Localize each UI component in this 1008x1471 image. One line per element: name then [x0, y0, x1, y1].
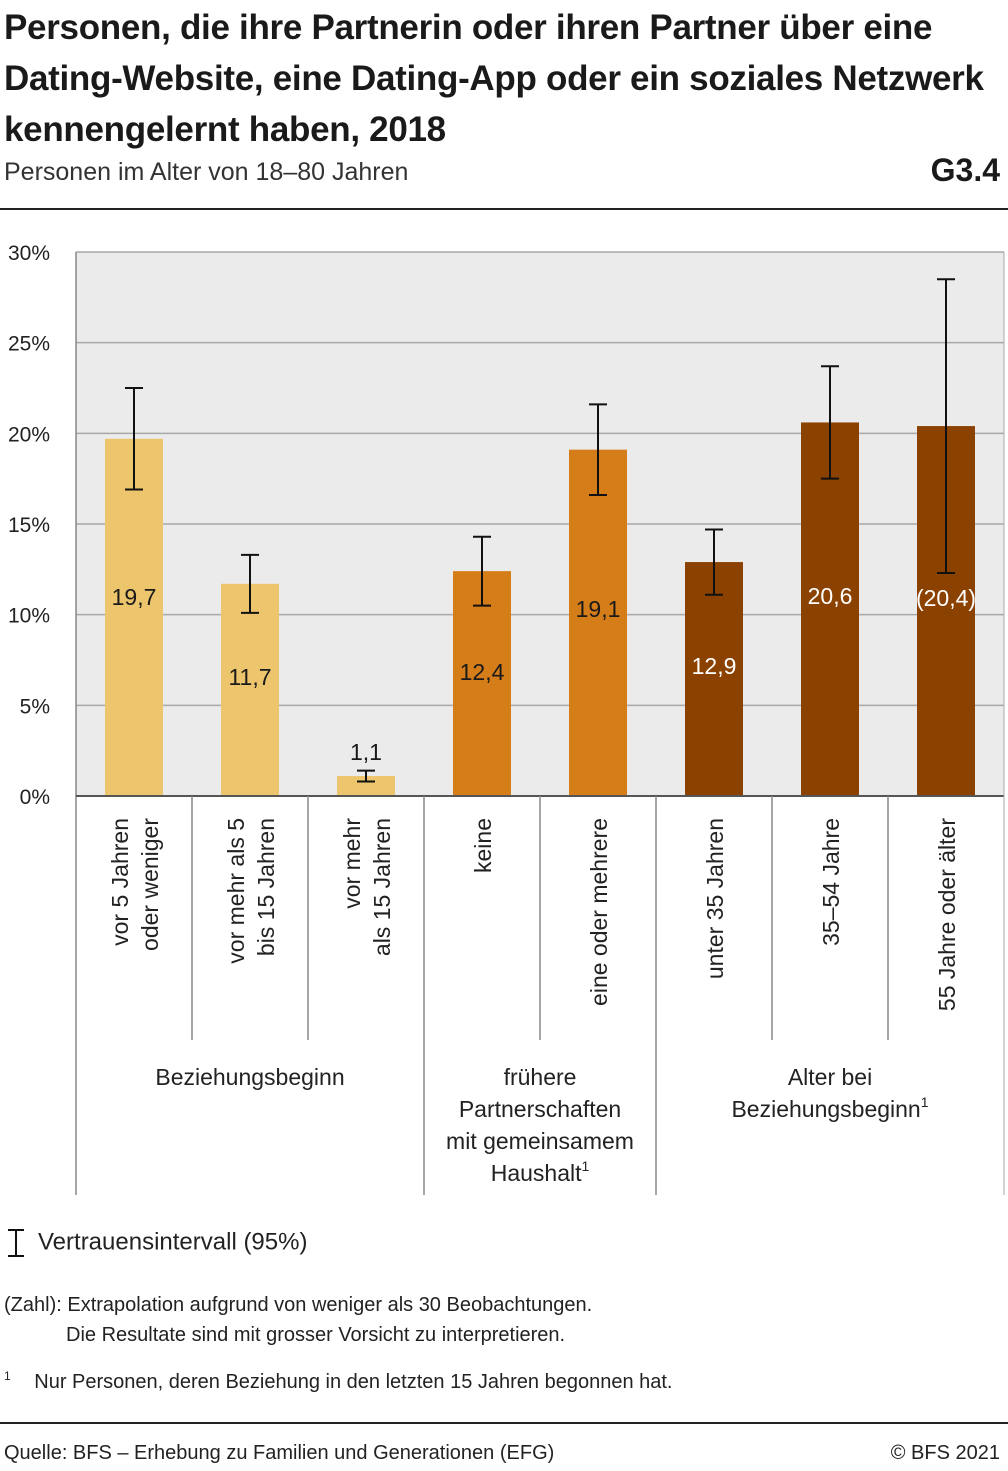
footnote-text: Nur Personen, deren Beziehung in den let…: [34, 1370, 673, 1393]
group-label: mit gemeinsamem: [446, 1128, 634, 1154]
x-category-label: vor 5 Jahren: [107, 818, 133, 946]
confidence-interval-icon: [8, 1229, 24, 1257]
data-label: 19,7: [112, 584, 157, 610]
extrapolation-note: (Zahl): Extrapolation aufgrund von wenig…: [4, 1290, 592, 1320]
data-label: 1,1: [350, 739, 382, 765]
group-label: Beziehungsbeginn1: [731, 1094, 928, 1122]
bar: [221, 583, 279, 796]
data-label: 12,9: [692, 653, 737, 679]
x-category-label: keine: [470, 818, 496, 873]
group-label: frühere: [504, 1064, 577, 1090]
extrapolation-line-2: Die Resultate sind mit grosser Vorsicht …: [66, 1324, 566, 1346]
bar: [569, 449, 627, 796]
group-label: Beziehungsbeginn: [155, 1064, 344, 1090]
legend: Vertrauensintervall (95%): [4, 1228, 307, 1258]
bottom-rule: [0, 1422, 1008, 1424]
group-label-footnote-mark: 1: [921, 1094, 929, 1110]
y-tick-label: 5%: [20, 695, 50, 718]
top-rule: [0, 208, 1008, 210]
group-label: Partnerschaften: [459, 1096, 621, 1122]
data-label: 19,1: [576, 596, 621, 622]
x-category-label: 35–54 Jahre: [818, 818, 844, 946]
bar: [105, 438, 163, 796]
group-label: Alter bei: [788, 1064, 872, 1090]
footnote: 1 Nur Personen, deren Beziehung in den l…: [4, 1361, 673, 1397]
y-tick-label: 0%: [20, 786, 50, 809]
data-label: (20,4): [916, 585, 976, 611]
group-label: Haushalt1: [491, 1158, 590, 1186]
extrapolation-line-1: Extrapolation aufgrund von weniger als 3…: [67, 1294, 593, 1316]
y-tick-label: 10%: [8, 605, 50, 628]
chart-code: G3.4: [930, 152, 1000, 188]
bar-chart: 0%5%10%15%20%25%30%19,711,71,112,419,112…: [8, 242, 1005, 1195]
copyright-text: © BFS 2021: [890, 1442, 1000, 1464]
data-label: 12,4: [460, 659, 505, 685]
bar: [337, 776, 395, 796]
x-category-label: unter 35 Jahren: [702, 818, 728, 979]
y-tick-label: 25%: [8, 333, 50, 356]
y-tick-label: 30%: [8, 242, 50, 265]
x-category-label: bis 15 Jahren: [253, 818, 279, 956]
chart-title: Personen, die ihre Partnerin oder ihren …: [4, 8, 984, 149]
x-category-label: vor mehr: [339, 818, 365, 909]
x-category-label: als 15 Jahren: [369, 818, 395, 956]
data-label: 11,7: [228, 664, 271, 690]
group-label-footnote-mark: 1: [581, 1158, 589, 1174]
x-category-label: oder weniger: [137, 818, 163, 951]
y-tick-label: 15%: [8, 514, 50, 537]
x-category-label: vor mehr als 5: [223, 818, 249, 964]
bar: [801, 422, 859, 796]
chart-subtitle: Personen im Alter von 18–80 Jahren: [4, 158, 409, 186]
data-label: 20,6: [808, 583, 853, 609]
x-category-label: eine oder mehrere: [586, 818, 612, 1006]
source-text: Quelle: BFS – Erhebung zu Familien und G…: [4, 1442, 555, 1464]
footnote-mark: 1: [4, 1369, 11, 1383]
bar: [685, 562, 743, 796]
x-category-label: 55 Jahre oder älter: [934, 818, 960, 1011]
extrapolation-key: (Zahl):: [4, 1294, 62, 1316]
legend-label: Vertrauensintervall (95%): [38, 1228, 308, 1256]
y-tick-label: 20%: [8, 423, 50, 446]
bar: [453, 571, 511, 796]
